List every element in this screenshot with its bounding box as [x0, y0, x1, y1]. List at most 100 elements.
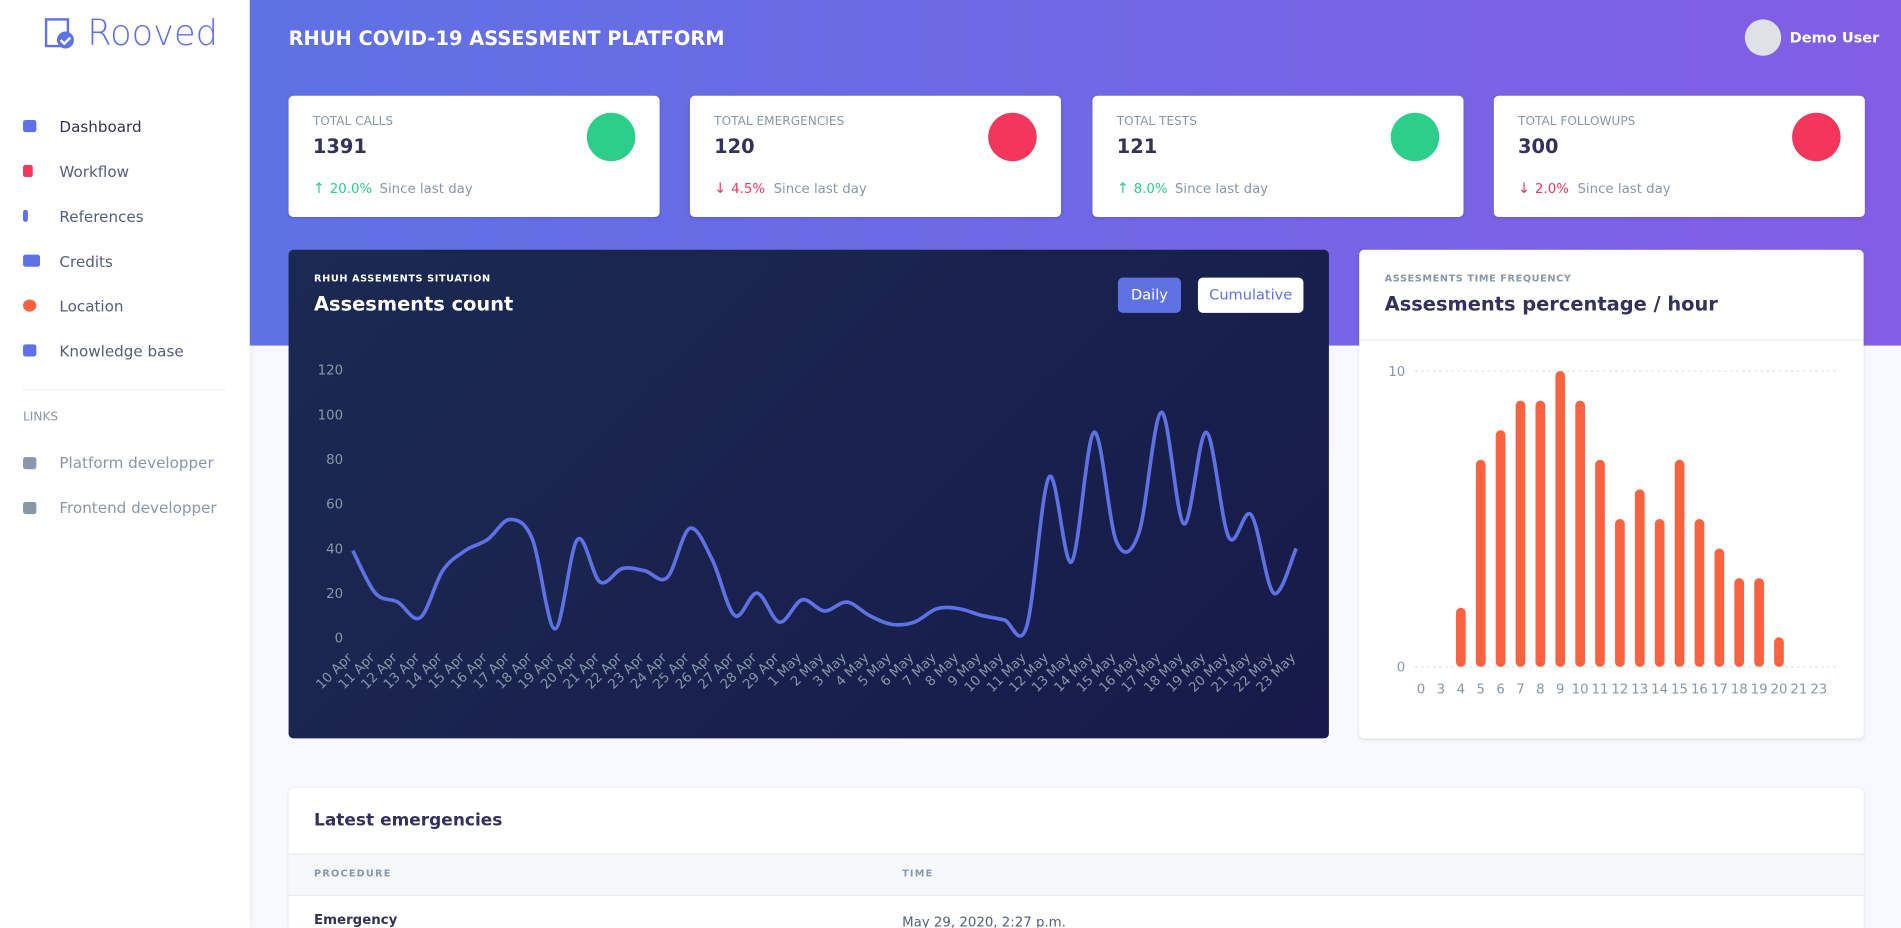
nav-item[interactable]: Location: [59, 297, 124, 316]
nav-icon: [23, 254, 41, 267]
stat-value: 300: [1518, 134, 1559, 158]
arrow-down: ↓: [1518, 179, 1531, 197]
bar: [1495, 430, 1506, 667]
y-tick-label: 60: [326, 498, 343, 513]
stat-label: TOTAL FOLLOWUPS: [1518, 115, 1636, 129]
nav-item[interactable]: References: [59, 207, 144, 226]
table-panel: Latest emergencies PROCEDURE TIME Emerge…: [288, 788, 1864, 928]
chart-title: Assesments count: [314, 292, 514, 316]
line-panel: RHUH ASSEMENTS SITUATION Assesments coun…: [288, 249, 1329, 739]
nav-item[interactable]: Credits: [59, 252, 113, 271]
x-tick-label: 10: [1572, 683, 1589, 698]
sidebar: Rooved Dashboard Workflow References Cre…: [0, 0, 250, 928]
stat-label: TOTAL EMERGENCIES: [714, 115, 845, 129]
y-tick-label: 80: [326, 453, 343, 468]
link-item[interactable]: Frontend developper: [59, 498, 217, 517]
x-tick-label: 0: [1417, 683, 1425, 698]
stat-value: 1391: [312, 134, 367, 158]
nav-icon: [23, 120, 37, 133]
bar: [1774, 637, 1784, 667]
stat-note: Since last day: [1577, 180, 1671, 197]
stat-value: 121: [1116, 134, 1158, 158]
y-tick-label: 120: [318, 364, 343, 379]
x-tick-label: 21: [1790, 683, 1807, 698]
stat-value: 120: [714, 134, 755, 158]
x-tick-label: 7: [1516, 683, 1524, 698]
link-item[interactable]: Platform developper: [59, 453, 214, 472]
bar: [1515, 400, 1526, 667]
x-tick-label: 15: [1671, 683, 1688, 698]
chart-subtitle: RHUH ASSEMENTS SITUATION: [314, 272, 491, 284]
divider: [23, 389, 226, 391]
x-tick-label: 3: [1437, 683, 1445, 698]
stat-icon: [586, 112, 636, 162]
nav-icon: [23, 457, 37, 470]
avatar[interactable]: [1744, 19, 1782, 56]
nav-item[interactable]: Knowledge base: [59, 341, 184, 361]
x-tick-label: 8: [1536, 683, 1544, 698]
stat-card: TOTAL EMERGENCIES 120 ↓ 4.5% Since last da…: [689, 95, 1061, 218]
chart-title: Assesments percentage / hour: [1384, 292, 1718, 316]
table-title: Latest emergencies: [314, 811, 503, 831]
table-cell: May 29, 2020, 2:27 p.m.: [902, 914, 1066, 928]
y-tick-label: 10: [1388, 365, 1405, 380]
stat-note: Since last day: [773, 180, 867, 197]
stat-icon: [988, 112, 1037, 162]
stat-change: 4.5%: [731, 180, 766, 197]
nav-item[interactable]: Dashboard: [59, 117, 142, 136]
stat-card: TOTAL FOLLOWUPS 300 ↓ 2.0% Since last day: [1493, 95, 1865, 218]
y-tick-label: 100: [318, 408, 343, 423]
bar: [1734, 578, 1745, 667]
bar: [1455, 607, 1466, 667]
stat-card: TOTAL CALLS 1391 ↑ 20.0% Since last day: [288, 95, 660, 218]
x-tick-label: 5: [1476, 683, 1484, 698]
stat-card: TOTAL TESTS 121 ↑ 8.0% Since last day: [1092, 95, 1464, 218]
y-tick-label: 20: [326, 587, 343, 602]
line: [351, 410, 1298, 638]
bar: [1535, 400, 1546, 667]
x-tick-label: 11: [1592, 683, 1609, 698]
divider: [1359, 339, 1864, 341]
x-tick-label: 9: [1556, 683, 1564, 698]
stat-change: 2.0%: [1535, 180, 1569, 197]
y-tick-label: 40: [326, 542, 343, 557]
nav-item[interactable]: Workflow: [59, 162, 130, 181]
x-tick-label: 14: [1651, 683, 1668, 698]
x-tick-label: 19: [1751, 683, 1768, 698]
daily-button[interactable]: Daily: [1117, 277, 1181, 313]
cumulative-button[interactable]: Cumulative: [1197, 277, 1304, 313]
stat-icon: [1390, 112, 1440, 162]
nav-icon: [23, 501, 37, 515]
x-tick-label: 17: [1711, 683, 1728, 698]
brand: Rooved: [87, 12, 218, 54]
nav-icon: [23, 344, 37, 357]
bar: [1595, 459, 1605, 667]
x-tick-label: 23: [1810, 683, 1827, 698]
page-title: RHUH COVID-19 ASSESMENT PLATFORM: [288, 26, 725, 50]
x-tick-label: 16: [1691, 683, 1708, 698]
x-tick-label: 18: [1731, 683, 1748, 698]
bar-panel: ASSESMENTS TIME FREQUENCY Assesments per…: [1359, 249, 1864, 739]
column-header: PROCEDURE: [314, 868, 392, 880]
x-tick-label: 6: [1496, 683, 1504, 698]
x-tick-label: 13: [1631, 683, 1648, 698]
stat-note: Since last day: [379, 180, 473, 197]
stat-label: TOTAL TESTS: [1116, 115, 1197, 129]
nav-icon: [23, 164, 33, 178]
stat-note: Since last day: [1174, 180, 1269, 197]
links-heading: LINKS: [23, 411, 59, 425]
logo-icon: [44, 18, 74, 49]
user-name[interactable]: Demo User: [1789, 29, 1880, 47]
arrow-down: ↓: [714, 179, 727, 197]
x-tick-label: 4: [1457, 683, 1465, 698]
bar: [1615, 518, 1625, 667]
stat-change: 8.0%: [1133, 180, 1168, 197]
nav-icon: [23, 299, 37, 312]
bar: [1575, 400, 1585, 667]
arrow-up: ↑: [312, 179, 326, 197]
bar: [1634, 489, 1645, 667]
table-cell: Emergency: [314, 911, 398, 928]
